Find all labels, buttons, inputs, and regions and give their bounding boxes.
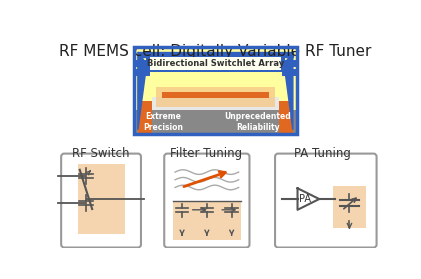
FancyBboxPatch shape xyxy=(156,87,275,107)
Text: RF Switch: RF Switch xyxy=(72,147,129,160)
Polygon shape xyxy=(298,188,319,210)
FancyBboxPatch shape xyxy=(279,101,293,134)
FancyBboxPatch shape xyxy=(149,57,281,70)
FancyBboxPatch shape xyxy=(134,47,297,134)
FancyBboxPatch shape xyxy=(61,154,141,247)
FancyBboxPatch shape xyxy=(275,154,376,247)
FancyBboxPatch shape xyxy=(138,101,152,134)
FancyBboxPatch shape xyxy=(162,92,269,98)
Text: PA: PA xyxy=(298,194,311,204)
FancyBboxPatch shape xyxy=(78,164,125,234)
FancyBboxPatch shape xyxy=(134,110,297,134)
Text: RF MEMS cell: Digitally Variable RF Tuner: RF MEMS cell: Digitally Variable RF Tune… xyxy=(59,44,372,59)
Text: Bidirectional Switchlet Array: Bidirectional Switchlet Array xyxy=(147,59,284,68)
Polygon shape xyxy=(285,52,293,130)
FancyBboxPatch shape xyxy=(333,186,366,228)
FancyBboxPatch shape xyxy=(173,201,241,240)
Text: Filter Tuning: Filter Tuning xyxy=(170,147,242,160)
Polygon shape xyxy=(138,52,293,57)
FancyBboxPatch shape xyxy=(152,97,279,110)
Text: PA Tuning: PA Tuning xyxy=(294,147,351,160)
FancyBboxPatch shape xyxy=(164,154,250,247)
FancyBboxPatch shape xyxy=(146,55,285,72)
Text: Unprecedented
Reliability: Unprecedented Reliability xyxy=(225,112,291,132)
Polygon shape xyxy=(138,52,146,130)
Text: Extreme
Precision: Extreme Precision xyxy=(144,112,184,132)
